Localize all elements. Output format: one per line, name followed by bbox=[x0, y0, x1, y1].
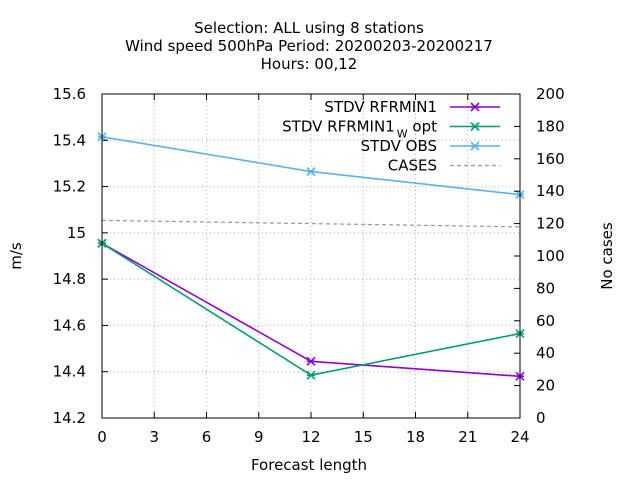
x-tick-label: 12 bbox=[301, 428, 320, 446]
y2-axis-label: No cases bbox=[598, 222, 616, 290]
y-tick-label: 14.6 bbox=[53, 316, 86, 334]
title-line: Selection: ALL using 8 stations bbox=[194, 19, 424, 37]
y2-tick-label: 100 bbox=[536, 247, 565, 265]
y-tick-label: 14.8 bbox=[53, 270, 86, 288]
series-line bbox=[101, 242, 521, 378]
x-tick-label: 0 bbox=[97, 428, 107, 446]
y-tick-label: 14.2 bbox=[53, 409, 86, 427]
y2-tick-label: 140 bbox=[536, 182, 565, 200]
title-line: Hours: 00,12 bbox=[261, 55, 358, 73]
data-point bbox=[470, 141, 480, 151]
legend-label-subscript: W bbox=[397, 128, 408, 141]
title-line: Wind speed 500hPa Period: 20200203-20200… bbox=[125, 37, 493, 55]
x-axis-label: Forecast length bbox=[251, 456, 367, 474]
x-tick-label: 15 bbox=[354, 428, 373, 446]
data-point bbox=[306, 166, 316, 177]
data-point bbox=[306, 370, 316, 380]
x-tick-label: 6 bbox=[202, 428, 212, 446]
y2-tick-label: 40 bbox=[536, 344, 555, 362]
data-point bbox=[470, 102, 480, 112]
y2-tick-label: 0 bbox=[536, 409, 546, 427]
y2-tick-label: 180 bbox=[536, 117, 565, 135]
y-tick-label: 15.6 bbox=[53, 85, 86, 103]
legend-label-suffix: opt bbox=[408, 118, 437, 136]
data-point bbox=[306, 356, 316, 366]
x-tick-label: 3 bbox=[149, 428, 159, 446]
x-tick-label: 24 bbox=[510, 428, 529, 446]
legend-label: STDV RFRMIN1 bbox=[324, 98, 437, 116]
series-line bbox=[101, 219, 521, 228]
y2-tick-label: 20 bbox=[536, 377, 555, 395]
x-tick-label: 9 bbox=[254, 428, 264, 446]
y-axis-label: m/s bbox=[7, 242, 25, 270]
y2-tick-label: 120 bbox=[536, 215, 565, 233]
series-line bbox=[101, 242, 521, 377]
y-tick-label: 14.4 bbox=[53, 363, 86, 381]
y2-tick-label: 60 bbox=[536, 312, 555, 330]
y-tick-label: 15.4 bbox=[53, 131, 86, 149]
y2-tick-label: 80 bbox=[536, 279, 555, 297]
y2-tick-label: 200 bbox=[536, 85, 565, 103]
x-tick-label: 21 bbox=[458, 428, 477, 446]
plot-series bbox=[97, 132, 525, 381]
legend-label: CASES bbox=[388, 157, 437, 175]
y-tick-label: 15 bbox=[67, 224, 86, 242]
axis-ticks: 0 3 6 9 12 15 18 21 24 14.2 14.4 14.6 14.8 15 15.2 15.4… bbox=[53, 85, 565, 446]
legend-label: STDV OBS bbox=[361, 137, 437, 155]
grid bbox=[102, 94, 520, 418]
data-point bbox=[470, 121, 480, 132]
y2-tick-label: 160 bbox=[536, 150, 565, 168]
y-tick-label: 15.2 bbox=[53, 178, 86, 196]
x-tick-label: 18 bbox=[406, 428, 425, 446]
